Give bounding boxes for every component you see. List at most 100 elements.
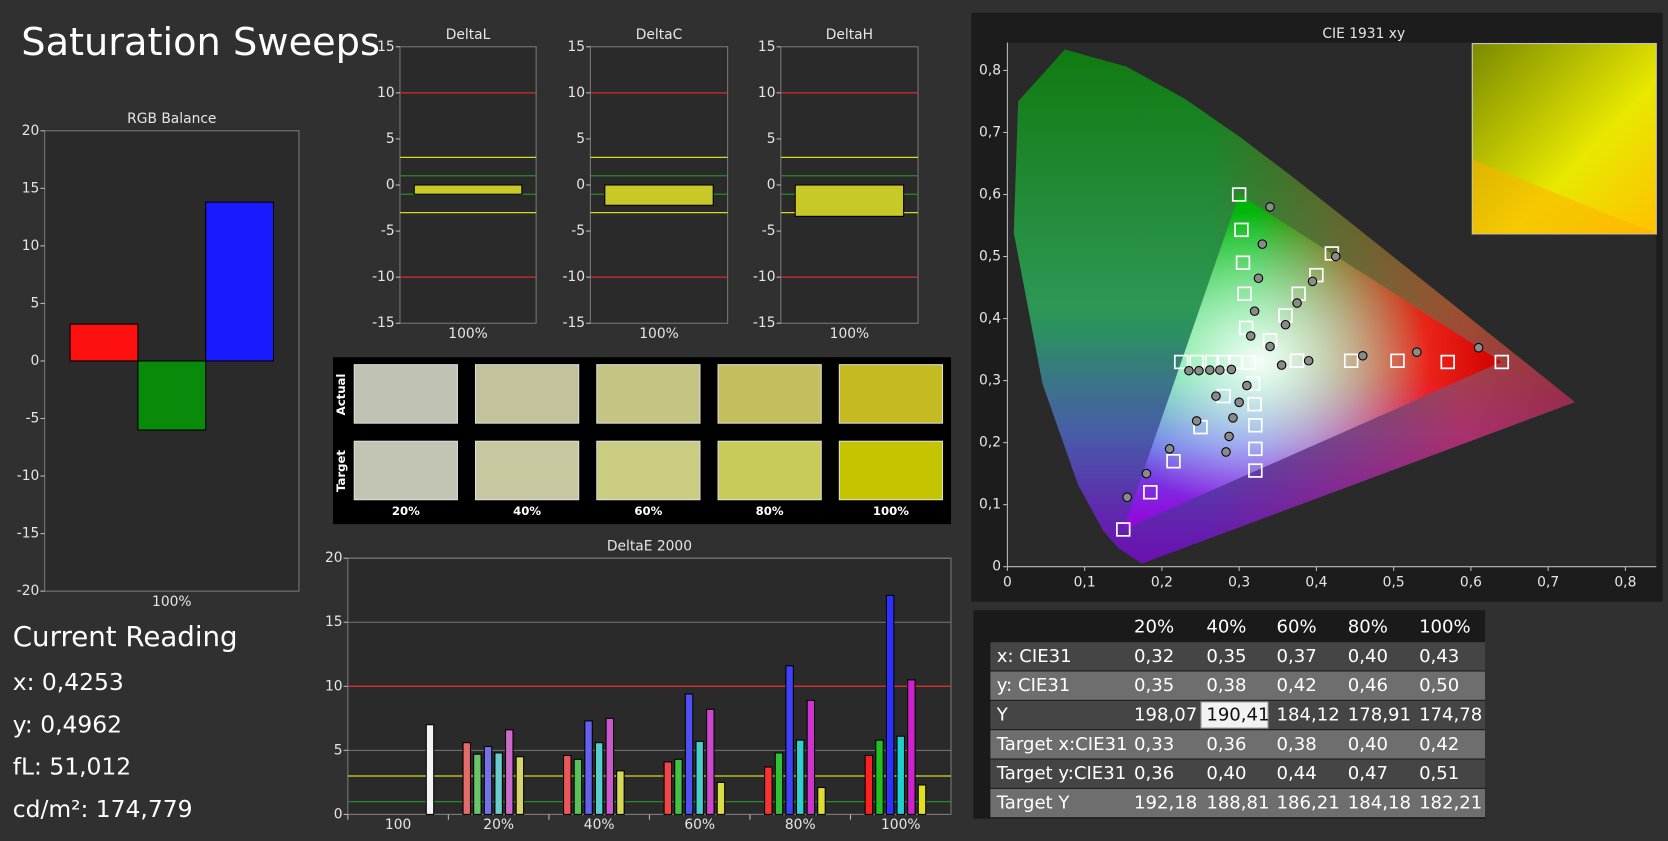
x-tick-label: 20% (483, 817, 514, 833)
y-tick-label: -10 (563, 269, 586, 285)
table-header: 60% (1277, 616, 1317, 637)
measured-point (1211, 391, 1221, 401)
bar (505, 729, 514, 815)
y-tick-label: 0,2 (979, 435, 1001, 451)
target-point (1289, 353, 1305, 368)
table-cell: 0,36 (1134, 763, 1174, 784)
x-tick-label: 100% (152, 594, 192, 610)
target-point (1248, 441, 1263, 457)
table-cell: 184,12 (1277, 705, 1340, 726)
swatch (838, 440, 944, 501)
row-label: Y (996, 705, 1009, 726)
y-tick-label: 0,1 (979, 497, 1001, 513)
x-tick-label: 0,2 (1151, 575, 1173, 591)
bar (716, 781, 726, 815)
bar (794, 184, 905, 217)
swatch-column-label: 100% (873, 504, 909, 518)
table-header: 20% (1134, 616, 1174, 637)
bar (563, 754, 572, 815)
y-tick-label: -15 (372, 315, 395, 331)
y-tick-label: 0 (767, 177, 776, 193)
y-tick-label: 15 (377, 39, 395, 55)
y-tick-label: 10 (567, 85, 585, 101)
measured-point (1122, 492, 1132, 503)
measured-point (1191, 416, 1202, 426)
bar (764, 766, 773, 815)
x-tick-label: 0 (1003, 575, 1012, 591)
bar (917, 784, 927, 815)
y-tick-label: 5 (386, 131, 395, 147)
measured-point (1194, 365, 1204, 376)
measured-point (1265, 341, 1275, 352)
x-tick-label: 0,8 (1614, 575, 1636, 591)
bar (795, 739, 805, 815)
y-tick-label: 10 (377, 85, 395, 101)
reading-heading: Current Reading (13, 620, 238, 653)
bar (875, 739, 884, 815)
swatch (596, 364, 701, 424)
measured-point (1307, 276, 1318, 287)
row-label: x: CIE31 (997, 646, 1072, 667)
chart-title: RGB Balance (127, 111, 216, 127)
target-point (1494, 354, 1510, 370)
bar (864, 754, 874, 815)
swatch (717, 364, 822, 424)
table-cell: 186,21 (1277, 793, 1340, 814)
x-tick-label: 0,7 (1537, 575, 1559, 591)
table-cell: 0,38 (1206, 675, 1246, 696)
bar (616, 770, 625, 815)
selected-cell (1200, 701, 1269, 729)
bar (806, 699, 816, 815)
y-tick-label: -5 (381, 223, 395, 239)
bar (774, 752, 784, 815)
bar (604, 184, 714, 206)
target-point (1143, 485, 1158, 500)
y-tick-label: 5 (576, 131, 585, 147)
y-tick-label: 0,3 (979, 373, 1001, 389)
y-tick-label: 0,7 (979, 124, 1001, 140)
x-tick-label: 100% (830, 326, 870, 342)
x-tick-label: 0,3 (1228, 575, 1250, 591)
table-cell: 0,36 (1206, 734, 1246, 755)
y-tick-label: 5 (767, 131, 776, 147)
table-header: 100% (1419, 616, 1471, 637)
measured-point (1257, 239, 1268, 249)
y-tick-label: 15 (567, 39, 585, 55)
table-cell: 0,50 (1419, 675, 1459, 696)
table-row (990, 642, 1486, 671)
target-point (1247, 396, 1262, 412)
swatch-column-label: 60% (634, 504, 662, 518)
table-cell: 0,44 (1277, 763, 1317, 784)
x-tick-label: 100% (881, 817, 921, 833)
y-tick-label: 0,5 (979, 249, 1001, 265)
y-tick-label: -15 (753, 315, 776, 331)
bar (425, 724, 435, 815)
bar (573, 758, 583, 815)
reading-line: y: 0,4962 (13, 710, 122, 738)
table-cell: 0,32 (1134, 646, 1174, 667)
chart-title: DeltaC (636, 27, 683, 43)
swatch (717, 440, 822, 501)
table-cell: 0,51 (1419, 763, 1459, 784)
y-tick-label: -15 (563, 315, 586, 331)
target-point (1116, 522, 1131, 537)
swatch (474, 440, 580, 501)
table-cell: 188,81 (1206, 793, 1269, 814)
table-row (990, 671, 1486, 700)
measured-point (1234, 397, 1244, 408)
bar (494, 752, 503, 815)
bar (473, 753, 482, 815)
x-tick-label: 0,6 (1460, 575, 1482, 591)
target-point (1235, 255, 1251, 270)
measured-point (1276, 360, 1287, 370)
measured-point (1205, 365, 1215, 375)
measured-point (1215, 365, 1225, 375)
measured-point (1303, 355, 1314, 366)
row-label: Target y:CIE31 (996, 763, 1126, 784)
y-tick-label: 0,4 (979, 311, 1001, 327)
target-point (1241, 355, 1257, 370)
table-row (990, 788, 1486, 818)
chart-title: DeltaL (446, 27, 491, 43)
y-tick-label: 15 (325, 614, 343, 630)
